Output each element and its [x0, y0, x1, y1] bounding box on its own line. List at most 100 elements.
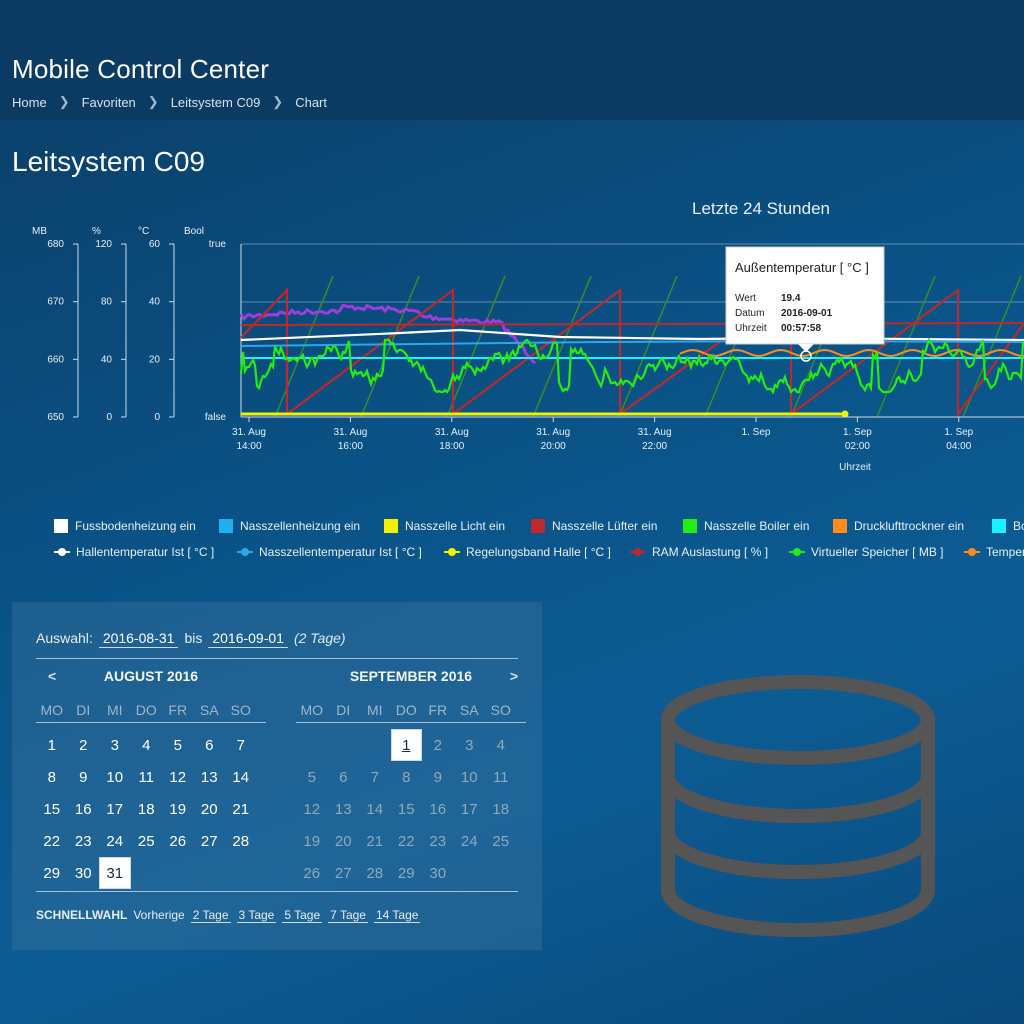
calendar-day[interactable]: 17	[460, 800, 478, 818]
legend-item[interactable]: Temper	[964, 542, 1024, 562]
calendar-day[interactable]: 8	[402, 768, 411, 786]
divider	[36, 891, 518, 892]
calendar-day[interactable]: 2	[79, 736, 88, 754]
calendar-day[interactable]: 7	[370, 768, 379, 786]
quick-link-7-days[interactable]: 7 Tage	[328, 908, 368, 923]
calendar-day[interactable]: 20	[200, 800, 218, 818]
calendar-day[interactable]: 23	[429, 832, 447, 850]
calendar-day[interactable]: 26	[169, 832, 187, 850]
calendar-day[interactable]: 29	[43, 864, 61, 882]
calendar-day[interactable]: 25	[137, 832, 155, 850]
calendar-day[interactable]: 31	[99, 857, 131, 889]
legend-label: Nasszelle Lüfter ein	[552, 519, 658, 533]
calendar-day[interactable]: 24	[106, 832, 124, 850]
x-tick-label: 31. Aug	[333, 427, 367, 438]
calendar-day[interactable]: 14	[232, 768, 250, 786]
calendar-day[interactable]: 26	[303, 864, 321, 882]
calendar-day[interactable]: 13	[334, 800, 352, 818]
calendar-day[interactable]: 13	[200, 768, 218, 786]
calendar-day[interactable]: 21	[232, 800, 250, 818]
calendar-day[interactable]: 12	[169, 768, 187, 786]
calendar-day[interactable]: 6	[205, 736, 214, 754]
calendar-day[interactable]: 30	[74, 864, 92, 882]
calendar-day[interactable]: 21	[366, 832, 384, 850]
calendar-day[interactable]: 18	[137, 800, 155, 818]
breadcrumb-home[interactable]: Home	[12, 94, 47, 110]
legend-item[interactable]: Drucklufttrockner ein	[833, 516, 964, 536]
next-month-button[interactable]: >	[509, 668, 518, 684]
calendar-day[interactable]: 14	[366, 800, 384, 818]
calendar-day[interactable]: 17	[106, 800, 124, 818]
calendar-day[interactable]: 19	[303, 832, 321, 850]
from-date-field[interactable]: 2016-08-31	[98, 630, 179, 648]
prev-month-button[interactable]: <	[48, 668, 57, 684]
calendar-day[interactable]: 5	[307, 768, 316, 786]
legend-item[interactable]: Hallentemperatur Ist [ °C ]	[54, 542, 214, 562]
calendar-day[interactable]: 10	[460, 768, 478, 786]
quick-link-14-days[interactable]: 14 Tage	[373, 908, 421, 923]
calendar-day[interactable]: 7	[236, 736, 245, 754]
breadcrumb-leitsystem[interactable]: Leitsystem C09	[170, 94, 261, 110]
to-date-field[interactable]: 2016-09-01	[208, 630, 288, 648]
legend-item[interactable]: Nasszelle Boiler ein	[683, 516, 809, 536]
calendar-day[interactable]: 8	[47, 768, 56, 786]
calendar-day[interactable]: 11	[492, 768, 509, 786]
legend-item[interactable]: Virtueller Speicher [ MB ]	[789, 542, 944, 562]
calendar-day[interactable]: 3	[110, 736, 119, 754]
calendar-day[interactable]: 16	[74, 800, 92, 818]
calendar-day[interactable]: 6	[339, 768, 348, 786]
calendar-day[interactable]: 27	[200, 832, 218, 850]
calendar-day[interactable]: 20	[334, 832, 352, 850]
calendar-day[interactable]: 29	[397, 864, 415, 882]
calendar-day[interactable]: 28	[232, 832, 250, 850]
weekday-label: SA	[199, 702, 219, 718]
calendar-day[interactable]: 19	[169, 800, 187, 818]
calendar-day[interactable]: 4	[496, 736, 505, 754]
calendar-day[interactable]: 25	[492, 832, 510, 850]
calendar-day[interactable]: 22	[43, 832, 61, 850]
legend-item[interactable]: Nasszellenheizung ein	[219, 516, 360, 536]
empty-cell	[328, 729, 360, 761]
calendar-day[interactable]: 5	[173, 736, 182, 754]
x-tick-label: 31. Aug	[232, 427, 266, 438]
app-title: Mobile Control Center	[12, 54, 270, 84]
calendar-day[interactable]: 1	[390, 729, 422, 761]
y-axis-unit: %	[92, 226, 101, 237]
quick-link-3-days[interactable]: 3 Tage	[236, 908, 277, 923]
quick-link-2-days[interactable]: 2 Tage	[190, 908, 231, 923]
calendar-day[interactable]: 2	[433, 736, 442, 754]
calendar-day[interactable]: 15	[43, 800, 61, 818]
y-tick-label: 80	[101, 297, 113, 308]
calendar-day[interactable]: 24	[460, 832, 478, 850]
calendar-day[interactable]: 16	[429, 800, 447, 818]
calendar-day[interactable]: 23	[74, 832, 92, 850]
x-tick-label: 16:00	[338, 441, 363, 452]
plot-area[interactable]	[239, 243, 1024, 418]
calendar-day[interactable]: 12	[303, 800, 321, 818]
calendar-day[interactable]: 27	[334, 864, 352, 882]
calendar-day[interactable]: 15	[397, 800, 415, 818]
to-label: bis	[184, 630, 203, 646]
calendar-day[interactable]: 9	[79, 768, 88, 786]
calendar-day[interactable]: 1	[47, 736, 56, 754]
breadcrumb-favoriten[interactable]: Favoriten	[81, 94, 136, 110]
calendar-day[interactable]: 18	[492, 800, 510, 818]
legend-item[interactable]: RAM Auslastung [ % ]	[630, 542, 768, 562]
legend-item[interactable]: Nasszelle Lüfter ein	[531, 516, 657, 536]
calendar-day[interactable]: 30	[429, 864, 447, 882]
quick-link-5-days[interactable]: 5 Tage	[282, 908, 323, 923]
calendar-day[interactable]: 10	[106, 768, 124, 786]
calendar-day[interactable]: 22	[397, 832, 415, 850]
legend-item[interactable]: Nasszellentemperatur Ist [ °C ]	[237, 542, 422, 562]
calendar-day[interactable]: 4	[142, 736, 151, 754]
legend-item[interactable]: Fussbodenheizung ein	[54, 516, 196, 536]
legend-swatch	[789, 546, 805, 558]
calendar-day[interactable]: 3	[465, 736, 474, 754]
legend-item[interactable]: Regelungsband Halle [ °C ]	[444, 542, 611, 562]
calendar-day[interactable]: 9	[433, 768, 442, 786]
calendar-day[interactable]: 11	[138, 768, 155, 786]
legend-item[interactable]: Bo	[992, 516, 1024, 536]
legend-item[interactable]: Nasszelle Licht ein	[384, 516, 505, 536]
calendar-day[interactable]: 28	[366, 864, 384, 882]
